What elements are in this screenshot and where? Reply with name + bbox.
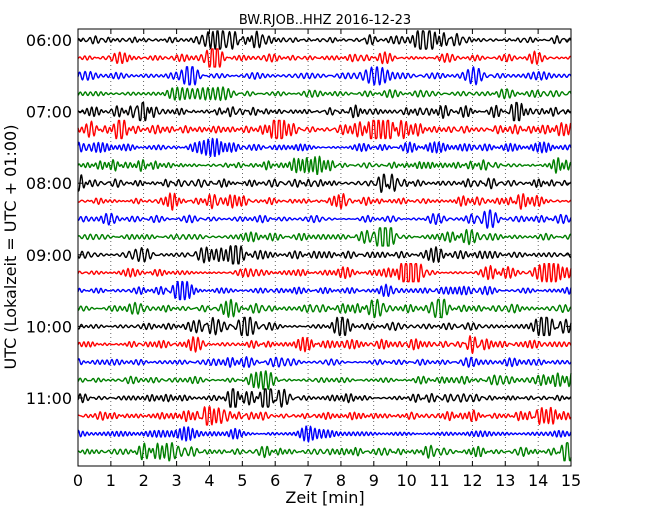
seismic-trace <box>77 356 572 369</box>
seismic-trace <box>77 263 572 283</box>
trace-group <box>77 30 572 462</box>
seismic-trace <box>77 227 572 247</box>
x-tick-label: 7 <box>303 471 313 490</box>
x-tick-label: 6 <box>270 471 280 490</box>
seismic-trace <box>77 425 572 443</box>
x-tick-label: 1 <box>106 471 116 490</box>
y-axis-label: UTC (Lokalzeit = UTC + 01:00) <box>1 125 20 370</box>
x-tick-label: 14 <box>528 471 548 490</box>
y-tick-label: 10:00 <box>26 317 72 336</box>
x-tick-label: 11 <box>429 471 449 490</box>
y-tick-label: 06:00 <box>26 31 72 50</box>
seismic-trace <box>77 406 572 426</box>
x-axis-label: Zeit [min] <box>285 488 364 507</box>
x-tick-label: 13 <box>495 471 515 490</box>
y-axis-ticks: 06:00 07:00 08:00 09:00 10:00 11:00 <box>26 31 571 408</box>
x-tick-label: 4 <box>204 471 214 490</box>
seismic-trace <box>77 66 572 86</box>
plot-frame <box>77 28 572 467</box>
seismic-trace <box>77 298 572 319</box>
seismic-trace <box>77 245 572 265</box>
seismic-trace <box>77 335 572 354</box>
x-tick-label: 2 <box>139 471 149 490</box>
seismic-trace <box>77 86 572 102</box>
seismic-trace <box>77 388 572 408</box>
seismic-trace <box>77 137 572 158</box>
grid-lines <box>110 29 539 466</box>
y-tick-label: 07:00 <box>26 103 72 122</box>
seismic-trace <box>77 173 572 193</box>
chart-title: BW.RJOB..HHZ 2016-12-23 <box>239 13 411 28</box>
y-tick-label: 11:00 <box>26 389 72 408</box>
y-tick-label: 08:00 <box>26 174 72 193</box>
seismic-trace <box>77 280 572 301</box>
x-axis-ticks: 0 1 2 3 4 5 6 7 8 9 10 11 12 13 14 15 <box>73 29 581 490</box>
x-tick-label: 0 <box>73 471 83 490</box>
seismic-trace <box>77 30 572 50</box>
y-tick-label: 09:00 <box>26 246 72 265</box>
seismic-trace <box>77 316 572 337</box>
x-tick-label: 3 <box>172 471 182 490</box>
seismic-trace <box>77 370 572 390</box>
seismic-trace <box>77 442 572 462</box>
x-tick-label: 5 <box>237 471 247 490</box>
seismic-trace <box>77 155 572 175</box>
seismic-trace <box>77 48 572 68</box>
x-tick-label: 15 <box>561 471 581 490</box>
x-tick-label: 12 <box>462 471 482 490</box>
x-tick-label: 10 <box>396 471 416 490</box>
seismic-trace <box>77 119 572 140</box>
seismic-trace <box>77 192 572 211</box>
seismic-trace <box>77 209 572 229</box>
x-tick-label: 8 <box>336 471 346 490</box>
seismic-trace <box>77 101 572 122</box>
x-tick-label: 9 <box>369 471 379 490</box>
